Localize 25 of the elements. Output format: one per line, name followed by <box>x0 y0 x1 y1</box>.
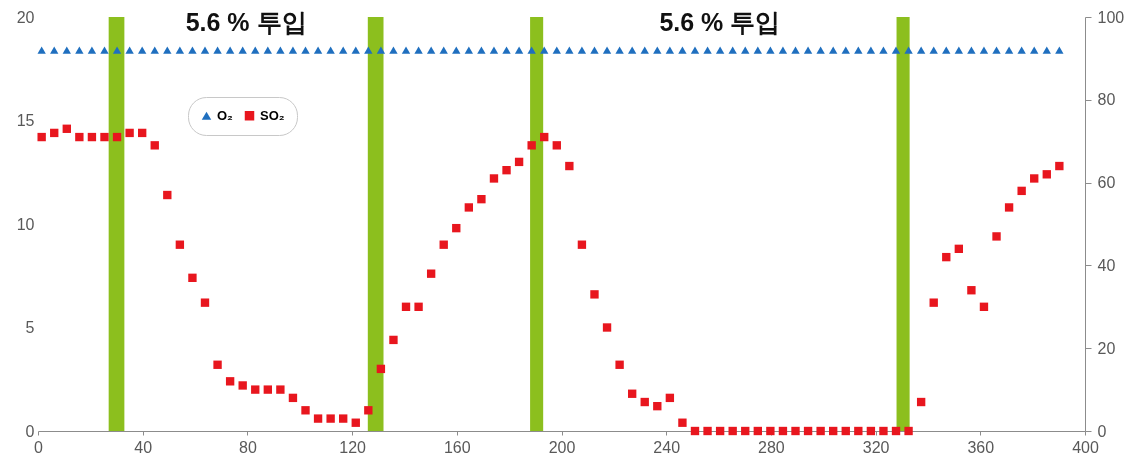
y2-tick-label: 40 <box>1097 256 1116 274</box>
y-tick-label: 20 <box>16 8 35 26</box>
x-tick-label: 240 <box>653 438 681 456</box>
x-tick-label: 160 <box>443 438 471 456</box>
x-tick-label: 120 <box>339 438 367 456</box>
x-tick-label: 40 <box>134 438 153 456</box>
x-tick-label: 80 <box>239 438 257 456</box>
x-tick-label: 200 <box>548 438 576 456</box>
y-tick-label: 5 <box>25 319 35 336</box>
y-tick-label: 10 <box>16 215 35 233</box>
x-tick-label: 400 <box>1072 438 1099 456</box>
y2-tick-label: 60 <box>1097 174 1116 192</box>
legend-label: O₂ <box>217 107 234 123</box>
y2-tick-label: 20 <box>1097 339 1116 357</box>
x-tick-label: 360 <box>967 438 995 456</box>
y2-tick-label: 80 <box>1097 91 1116 109</box>
y-tick-label: 15 <box>16 112 35 129</box>
y-tick-label: 0 <box>25 422 35 440</box>
y2-tick-label: 0 <box>1097 422 1107 440</box>
x-tick-label: 320 <box>862 438 890 456</box>
annotation: 5.6 % 투입 <box>185 8 307 36</box>
x-tick-label: 280 <box>758 438 785 456</box>
annotation: 5.6 % 투입 <box>659 8 781 36</box>
legend-label: SO₂ <box>260 107 285 123</box>
y2-tick-label: 100 <box>1097 8 1125 26</box>
